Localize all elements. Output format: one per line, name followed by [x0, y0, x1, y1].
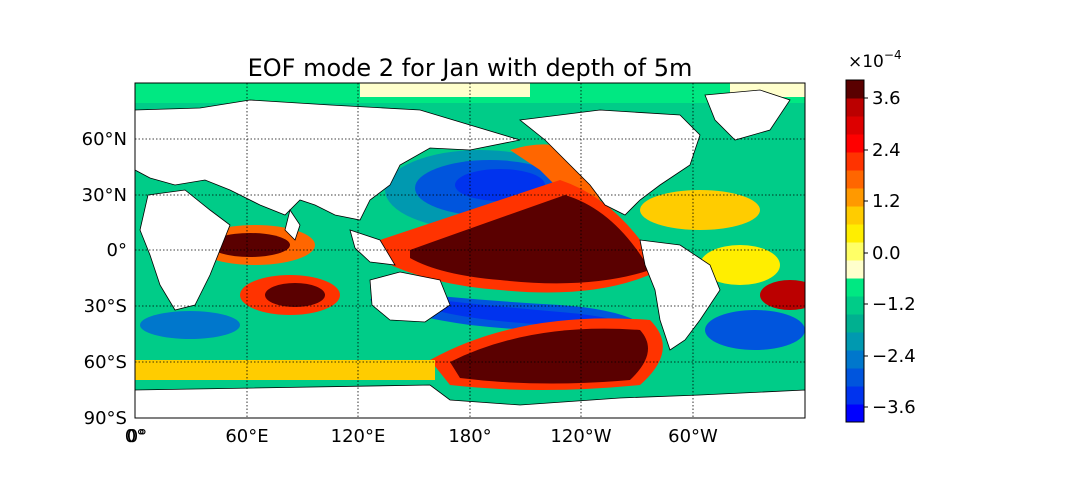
lat-label-30s: 30°S	[84, 296, 127, 317]
lat-label-0: 0°	[107, 240, 127, 261]
lat-label-60s: 60°S	[84, 352, 127, 373]
colorbar-swatch	[846, 170, 864, 189]
colorbar-swatch	[846, 80, 864, 99]
colorbar-exponent: ×10−4	[848, 48, 902, 72]
colorbar-swatch	[846, 386, 864, 405]
colorbar-swatch	[846, 242, 864, 261]
colorbar-tick-label: −3.6	[872, 397, 916, 418]
lat-label-60n: 60°N	[82, 129, 127, 150]
colorbar-tick-label: 3.6	[872, 88, 901, 109]
lon-label-0-a: 0°	[125, 426, 145, 447]
colorbar-exponent-base: ×10	[848, 52, 884, 72]
colorbar-ticks: 3.6 2.4 1.2 0.0 −1.2 −2.4 −3.6	[864, 88, 916, 418]
colorbar: ×10−4 3.6 2.4 1.2 0.0 −1.2 −2.4 −3.6	[845, 48, 916, 423]
colorbar-swatch	[846, 350, 864, 369]
lon-label-60w: 60°W	[668, 426, 718, 447]
colorbar-swatch	[846, 224, 864, 243]
colorbar-swatch	[846, 98, 864, 117]
lon-label-60e: 60°E	[225, 426, 268, 447]
colorbar-swatch	[846, 152, 864, 171]
colorbar-exponent-power: −4	[884, 48, 902, 62]
lat-label-30n: 30°N	[82, 185, 127, 206]
lon-label-0-b: 0°	[127, 426, 147, 447]
colorbar-swatch	[846, 116, 864, 135]
colorbar-swatch	[846, 188, 864, 207]
lon-label-120w: 120°W	[550, 426, 611, 447]
lat-label-90s: 90°S	[84, 408, 127, 429]
colorbar-swatch	[846, 260, 864, 279]
lon-labels: 0° 0° 60°E 120°E 180° 120°W 60°W	[125, 426, 718, 447]
ocean-field	[135, 83, 805, 418]
lat-labels: 60°N 30°N 0° 30°S 60°S 90°S	[82, 129, 127, 429]
colorbar-frame	[845, 79, 865, 423]
map-frame	[134, 82, 806, 419]
colorbar-swatches	[846, 80, 864, 423]
figure-title: EOF mode 2 for Jan with depth of 5m	[248, 54, 693, 82]
colorbar-swatch	[846, 332, 864, 351]
colorbar-swatch	[846, 404, 864, 423]
colorbar-tick-label: −2.4	[872, 346, 916, 367]
colorbar-swatch	[846, 296, 864, 315]
colorbar-swatch	[846, 368, 864, 387]
lon-label-180: 180°	[448, 426, 491, 447]
colorbar-swatch	[846, 278, 864, 297]
colorbar-swatch	[846, 134, 864, 153]
lon-label-120e: 120°E	[331, 426, 386, 447]
colorbar-tick-label: −1.2	[872, 294, 916, 315]
colorbar-tick-label: 2.4	[872, 140, 901, 161]
colorbar-swatch	[846, 314, 864, 333]
colorbar-tick-label: 1.2	[872, 191, 901, 212]
colorbar-tick-label: 0.0	[872, 243, 901, 264]
colorbar-swatch	[846, 206, 864, 225]
map-panel: 60°N 30°N 0° 30°S 60°S 90°S 0° 0° 60°E 1…	[82, 82, 806, 447]
